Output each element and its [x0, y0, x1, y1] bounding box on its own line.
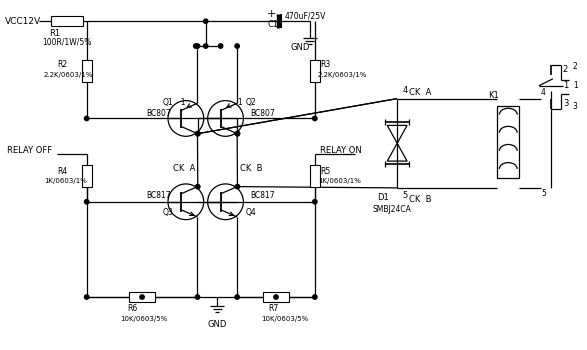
- Circle shape: [195, 132, 200, 136]
- Bar: [129, 292, 155, 302]
- Text: SMBJ24CA: SMBJ24CA: [372, 205, 411, 214]
- Text: 470uF/25V: 470uF/25V: [285, 12, 326, 21]
- Bar: [310, 165, 320, 187]
- Circle shape: [235, 132, 239, 136]
- Text: BC807: BC807: [146, 109, 171, 118]
- Text: R4: R4: [57, 167, 67, 176]
- Text: 4: 4: [541, 88, 546, 97]
- Circle shape: [85, 295, 89, 299]
- Text: CK  A: CK A: [173, 163, 195, 173]
- Text: 5: 5: [541, 189, 546, 198]
- Bar: [51, 16, 83, 26]
- Text: 2: 2: [563, 65, 568, 74]
- Text: CK  B: CK B: [409, 195, 431, 204]
- Circle shape: [85, 116, 89, 121]
- Text: R7: R7: [268, 304, 278, 314]
- Text: C1: C1: [267, 20, 278, 29]
- Text: 4: 4: [402, 86, 407, 95]
- Bar: [310, 60, 320, 82]
- Bar: [263, 292, 289, 302]
- Text: RELAY OFF: RELAY OFF: [7, 146, 52, 155]
- Text: 1: 1: [573, 81, 578, 90]
- Text: Q1: Q1: [163, 98, 174, 107]
- Text: BC817: BC817: [146, 191, 171, 200]
- Text: RELAY ON: RELAY ON: [320, 146, 362, 155]
- Circle shape: [274, 295, 278, 299]
- Text: R3: R3: [320, 61, 330, 69]
- Text: 1K/0603/1%: 1K/0603/1%: [318, 178, 360, 184]
- Text: 10K/0603/5%: 10K/0603/5%: [261, 316, 308, 322]
- Text: R2: R2: [57, 61, 67, 69]
- Circle shape: [313, 199, 317, 204]
- Text: +: +: [267, 9, 276, 19]
- Text: 5: 5: [402, 191, 407, 200]
- Circle shape: [194, 44, 198, 48]
- Text: 1: 1: [563, 81, 568, 90]
- Text: R1: R1: [49, 29, 60, 38]
- Text: BC807: BC807: [250, 109, 275, 118]
- Text: 2.2K/0603/1%: 2.2K/0603/1%: [44, 72, 93, 78]
- Circle shape: [204, 19, 208, 23]
- Circle shape: [195, 184, 200, 189]
- Circle shape: [313, 116, 317, 121]
- Text: Q2: Q2: [245, 98, 256, 107]
- Bar: [82, 60, 92, 82]
- Text: CK  B: CK B: [241, 163, 263, 173]
- Circle shape: [235, 132, 239, 136]
- Text: Q3: Q3: [163, 208, 174, 217]
- Text: 1: 1: [176, 98, 185, 107]
- Circle shape: [195, 295, 200, 299]
- Circle shape: [235, 44, 239, 48]
- Text: 1K/0603/1%: 1K/0603/1%: [44, 178, 87, 184]
- Text: 3: 3: [573, 102, 578, 111]
- Bar: [497, 106, 519, 178]
- Text: VCC12V: VCC12V: [5, 17, 42, 26]
- Text: Q4: Q4: [245, 208, 256, 217]
- Text: 100R/1W/5%: 100R/1W/5%: [42, 37, 92, 47]
- Circle shape: [195, 132, 200, 136]
- Text: GND: GND: [208, 320, 227, 329]
- Text: BC817: BC817: [250, 191, 275, 200]
- Text: GND: GND: [290, 42, 309, 51]
- Text: CK  A: CK A: [409, 88, 431, 97]
- Text: 1: 1: [238, 98, 242, 107]
- Circle shape: [218, 44, 222, 48]
- Bar: [82, 165, 92, 187]
- Text: R5: R5: [320, 167, 330, 176]
- Circle shape: [195, 44, 200, 48]
- Text: 3: 3: [563, 99, 568, 108]
- Circle shape: [235, 295, 239, 299]
- Circle shape: [235, 184, 239, 189]
- Circle shape: [140, 295, 144, 299]
- Text: K1: K1: [488, 91, 499, 100]
- Text: 2: 2: [573, 62, 578, 71]
- Text: 10K/0603/5%: 10K/0603/5%: [120, 316, 167, 322]
- Circle shape: [313, 295, 317, 299]
- Text: R6: R6: [127, 304, 137, 314]
- Circle shape: [85, 199, 89, 204]
- Text: 2.2K/0603/1%: 2.2K/0603/1%: [318, 72, 367, 78]
- Text: D1: D1: [377, 193, 389, 202]
- Circle shape: [204, 44, 208, 48]
